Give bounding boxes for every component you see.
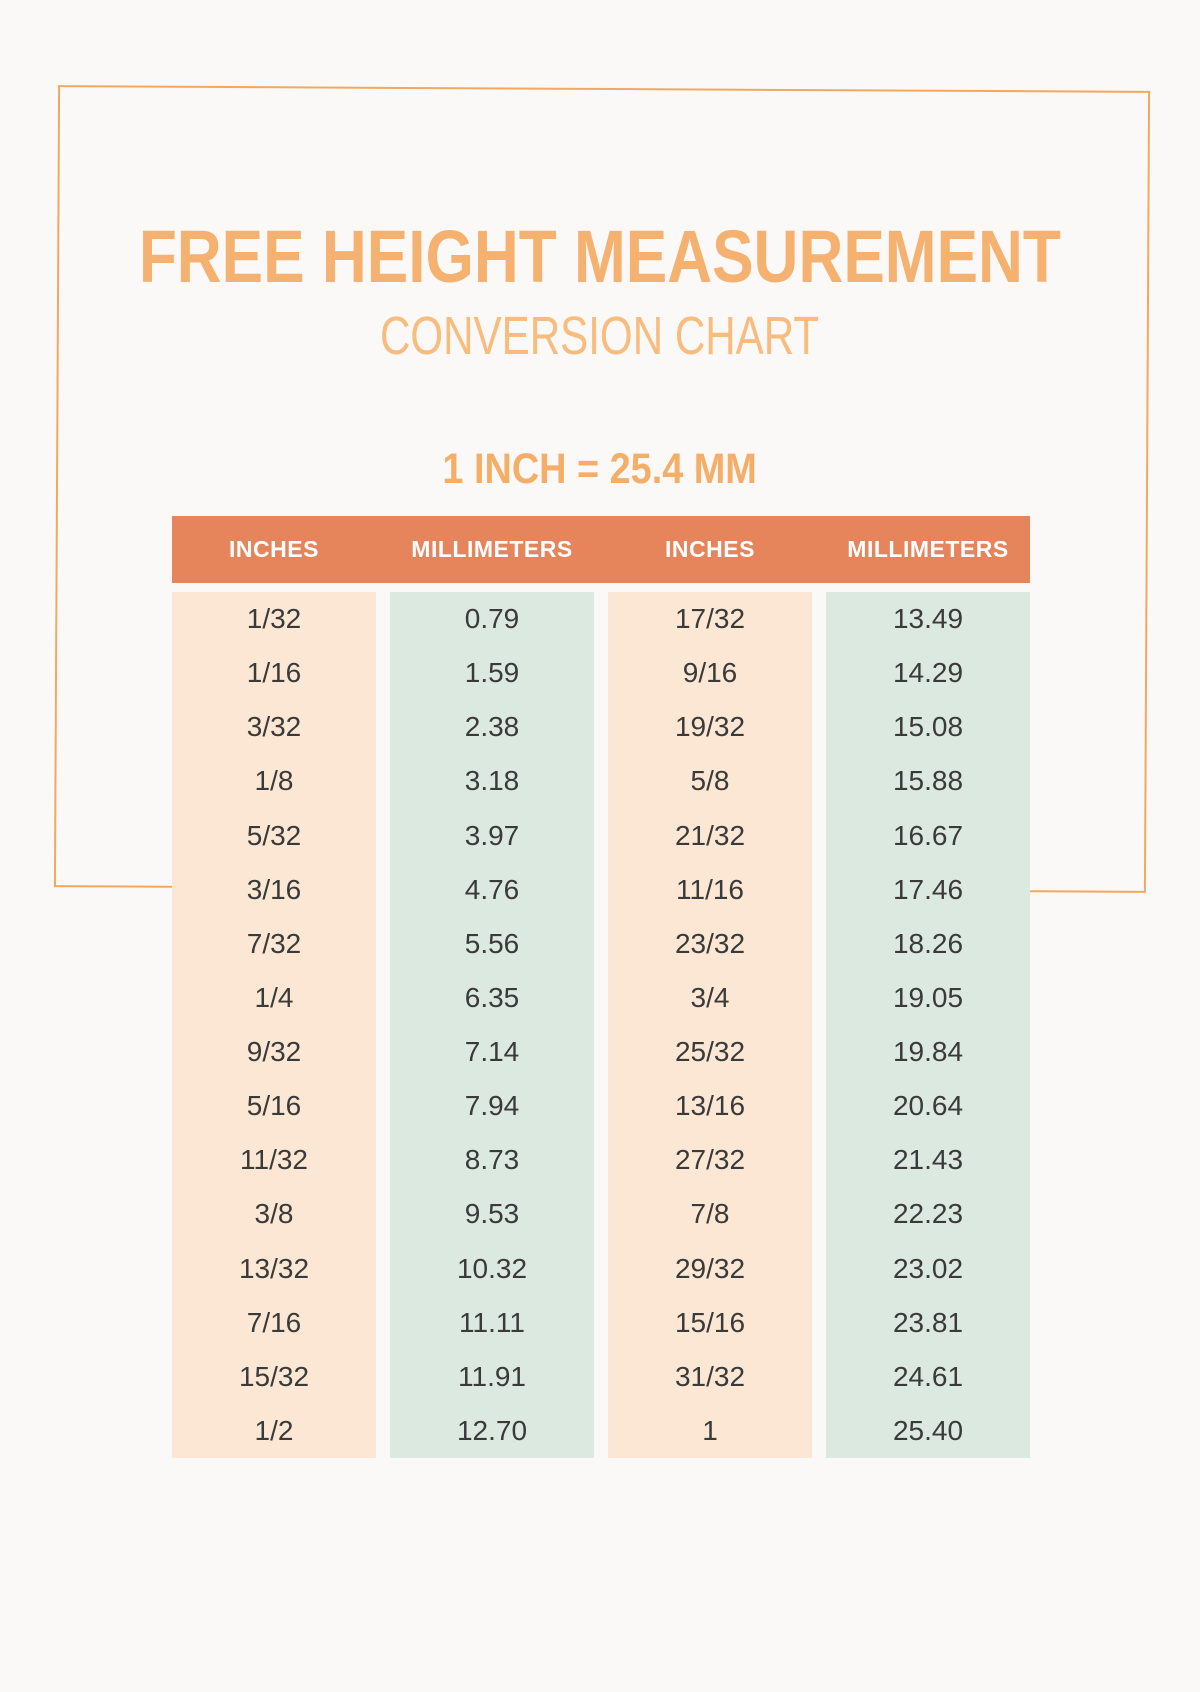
table-cell: 19/32: [674, 711, 746, 743]
table-cell: 27/32: [674, 1144, 746, 1176]
table-cell: 19.05: [892, 981, 964, 1013]
table-cell: 19.84: [892, 1036, 964, 1068]
table-cell: 15/16: [674, 1306, 746, 1338]
table-column-2-mm: 0.79 1.59 2.38 3.18 3.97 4.76 5.56 6.35 7.14 7.94…: [390, 592, 594, 1458]
column-header-inches-2: INCHES: [665, 536, 755, 562]
table-cell: 0.79: [464, 603, 520, 635]
table-cell: 13/16: [674, 1090, 746, 1122]
table-cell: 12.70: [456, 1414, 528, 1446]
table-cell: 13.49: [892, 603, 964, 635]
table-cell: 23/32: [674, 927, 746, 959]
table-cell: 31/32: [674, 1360, 746, 1392]
conversion-formula-text: 1 INCH = 25.4 MM: [442, 445, 758, 493]
table-cell: 6.35: [464, 981, 520, 1013]
page-title-text: FREE HEIGHT MEASUREMENT: [138, 215, 1062, 298]
table-cell: 24.61: [892, 1360, 964, 1392]
table-cell: 17/32: [674, 603, 746, 635]
table-header-row: INCHES MILLIMETERS INCHES MILLIMETERS: [172, 516, 1030, 583]
table-column-1-inches: 1/32 1/16 3/32 1/8 5/32 3/16 7/32 1/4 9/32 5/16 11…: [172, 592, 376, 1458]
table-cell: 13/32: [238, 1252, 310, 1284]
table-cell: 1: [702, 1414, 718, 1446]
table-cell: 25/32: [674, 1036, 746, 1068]
table-cell: 23.02: [892, 1252, 964, 1284]
table-cell: 7/32: [246, 927, 302, 959]
table-cell: 2.38: [464, 711, 520, 743]
table-cell: 8.73: [464, 1144, 520, 1176]
table-cell: 15.88: [892, 765, 964, 797]
table-cell: 5/16: [246, 1090, 302, 1122]
table-cell: 11/16: [676, 873, 744, 905]
table-cell: 4.76: [464, 873, 520, 905]
table-column-3-inches: 17/32 9/16 19/32 5/8 21/32 11/16 23/32 3/4 25/32…: [608, 592, 812, 1458]
table-cell: 1/16: [246, 657, 302, 689]
column-header-millimeters-1: MILLIMETERS: [411, 536, 573, 562]
table-column-4-mm: 13.49 14.29 15.08 15.88 16.67 17.46 18.26 19.05…: [826, 592, 1030, 1458]
table-cell: 3/4: [690, 981, 730, 1013]
table-cell: 20.64: [892, 1090, 964, 1122]
table-cell: 5/8: [690, 765, 730, 797]
table-cell: 15/32: [238, 1360, 310, 1392]
table-cell: 3/16: [246, 873, 302, 905]
table-cell: 29/32: [674, 1252, 746, 1284]
table-cell: 3/32: [246, 711, 302, 743]
table-cell: 21/32: [674, 819, 746, 851]
table-cell: 18.26: [892, 927, 964, 959]
page-subtitle: CONVERSION CHART: [0, 309, 1200, 363]
table-cell: 9/32: [246, 1036, 302, 1068]
conversion-formula: 1 INCH = 25.4 MM: [0, 448, 1200, 491]
table-cell: 25.40: [892, 1414, 964, 1446]
table-cell: 1/4: [254, 981, 294, 1013]
table-cell: 1/2: [254, 1414, 294, 1446]
table-cell: 5/32: [246, 819, 302, 851]
table-cell: 3.97: [464, 819, 520, 851]
table-cell: 23.81: [892, 1306, 964, 1338]
table-cell: 11/32: [240, 1144, 308, 1176]
table-cell: 15.08: [892, 711, 964, 743]
column-header-inches-1: INCHES: [229, 536, 319, 562]
table-cell: 10.32: [456, 1252, 528, 1284]
column-header-millimeters-2: MILLIMETERS: [847, 536, 1009, 562]
table-cell: 1.59: [464, 657, 520, 689]
table-cell: 21.43: [892, 1144, 964, 1176]
table-cell: 5.56: [464, 927, 520, 959]
table-cell: 11.11: [459, 1306, 525, 1338]
table-cell: 7.94: [464, 1090, 520, 1122]
conversion-table: INCHES MILLIMETERS INCHES MILLIMETERS 1/…: [172, 516, 1030, 1458]
table-cell: 9/16: [682, 657, 738, 689]
table-cell: 14.29: [892, 657, 964, 689]
table-cell: 9.53: [464, 1198, 520, 1230]
page-subtitle-text: CONVERSION CHART: [380, 306, 820, 366]
table-cell: 3.18: [464, 765, 520, 797]
table-body: 1/32 1/16 3/32 1/8 5/32 3/16 7/32 1/4 9/32 5/16 11…: [172, 592, 1030, 1458]
table-cell: 7/8: [690, 1198, 730, 1230]
table-cell: 11.91: [458, 1360, 526, 1392]
table-cell: 3/8: [254, 1198, 294, 1230]
table-cell: 7.14: [464, 1036, 520, 1068]
table-cell: 17.46: [892, 873, 964, 905]
page-title: FREE HEIGHT MEASUREMENT: [0, 220, 1200, 294]
table-cell: 1/8: [254, 765, 294, 797]
table-cell: 1/32: [246, 603, 302, 635]
table-cell: 16.67: [892, 819, 964, 851]
table-cell: 22.23: [892, 1198, 964, 1230]
table-cell: 7/16: [246, 1306, 302, 1338]
